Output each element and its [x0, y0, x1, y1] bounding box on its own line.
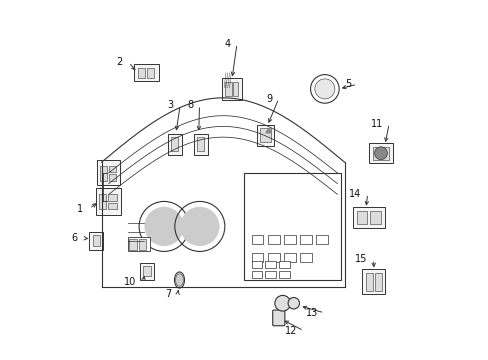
FancyBboxPatch shape	[369, 211, 380, 224]
Text: 5: 5	[344, 79, 350, 89]
Text: 13: 13	[305, 308, 317, 318]
FancyBboxPatch shape	[299, 253, 311, 262]
FancyBboxPatch shape	[143, 266, 150, 276]
FancyBboxPatch shape	[283, 253, 295, 262]
FancyBboxPatch shape	[221, 78, 242, 100]
FancyBboxPatch shape	[278, 271, 289, 278]
FancyBboxPatch shape	[93, 235, 100, 246]
FancyBboxPatch shape	[99, 194, 106, 210]
Text: 1: 1	[77, 203, 83, 213]
FancyBboxPatch shape	[167, 134, 182, 155]
FancyBboxPatch shape	[372, 147, 388, 160]
FancyBboxPatch shape	[267, 253, 279, 262]
Circle shape	[144, 207, 183, 246]
FancyBboxPatch shape	[272, 310, 285, 326]
Text: 3: 3	[167, 100, 173, 110]
Text: 8: 8	[186, 100, 193, 110]
Circle shape	[314, 79, 334, 99]
FancyBboxPatch shape	[264, 271, 275, 278]
FancyBboxPatch shape	[278, 261, 289, 268]
Circle shape	[287, 297, 299, 309]
FancyBboxPatch shape	[356, 211, 366, 224]
FancyBboxPatch shape	[264, 261, 275, 268]
Text: 14: 14	[348, 189, 361, 199]
Text: 6: 6	[71, 233, 77, 243]
Text: 7: 7	[164, 289, 171, 298]
FancyBboxPatch shape	[259, 128, 270, 143]
FancyBboxPatch shape	[97, 160, 120, 185]
FancyBboxPatch shape	[315, 235, 327, 244]
FancyBboxPatch shape	[108, 203, 117, 210]
Text: 4: 4	[224, 39, 230, 49]
FancyBboxPatch shape	[256, 125, 273, 146]
FancyBboxPatch shape	[129, 239, 136, 250]
FancyBboxPatch shape	[140, 262, 153, 280]
Text: 12: 12	[285, 326, 297, 336]
Text: 9: 9	[265, 94, 272, 104]
FancyBboxPatch shape	[109, 174, 116, 181]
FancyBboxPatch shape	[368, 143, 392, 163]
FancyBboxPatch shape	[108, 194, 117, 201]
Circle shape	[180, 207, 219, 246]
FancyBboxPatch shape	[251, 235, 263, 244]
FancyBboxPatch shape	[251, 261, 262, 268]
FancyBboxPatch shape	[197, 137, 204, 152]
FancyBboxPatch shape	[251, 271, 262, 278]
FancyBboxPatch shape	[374, 273, 381, 291]
Text: 2: 2	[116, 57, 122, 67]
FancyBboxPatch shape	[139, 239, 146, 250]
FancyBboxPatch shape	[267, 235, 279, 244]
FancyBboxPatch shape	[365, 273, 372, 291]
FancyBboxPatch shape	[299, 235, 311, 244]
FancyBboxPatch shape	[96, 188, 121, 215]
Text: 15: 15	[354, 254, 366, 264]
FancyBboxPatch shape	[171, 137, 178, 152]
FancyBboxPatch shape	[225, 82, 231, 96]
FancyBboxPatch shape	[128, 237, 149, 251]
FancyBboxPatch shape	[193, 134, 207, 155]
FancyBboxPatch shape	[362, 269, 385, 294]
FancyBboxPatch shape	[134, 64, 159, 81]
FancyBboxPatch shape	[232, 82, 238, 96]
FancyBboxPatch shape	[244, 173, 340, 280]
FancyBboxPatch shape	[283, 235, 295, 244]
Text: 11: 11	[370, 118, 382, 129]
Ellipse shape	[175, 274, 183, 286]
FancyBboxPatch shape	[100, 166, 106, 181]
FancyBboxPatch shape	[147, 68, 154, 78]
Circle shape	[374, 147, 386, 159]
FancyBboxPatch shape	[352, 207, 384, 228]
FancyBboxPatch shape	[138, 68, 144, 78]
Circle shape	[274, 296, 290, 311]
FancyBboxPatch shape	[109, 166, 116, 172]
FancyBboxPatch shape	[251, 253, 263, 262]
FancyBboxPatch shape	[89, 232, 103, 249]
Polygon shape	[265, 128, 271, 133]
Text: 10: 10	[124, 277, 136, 287]
